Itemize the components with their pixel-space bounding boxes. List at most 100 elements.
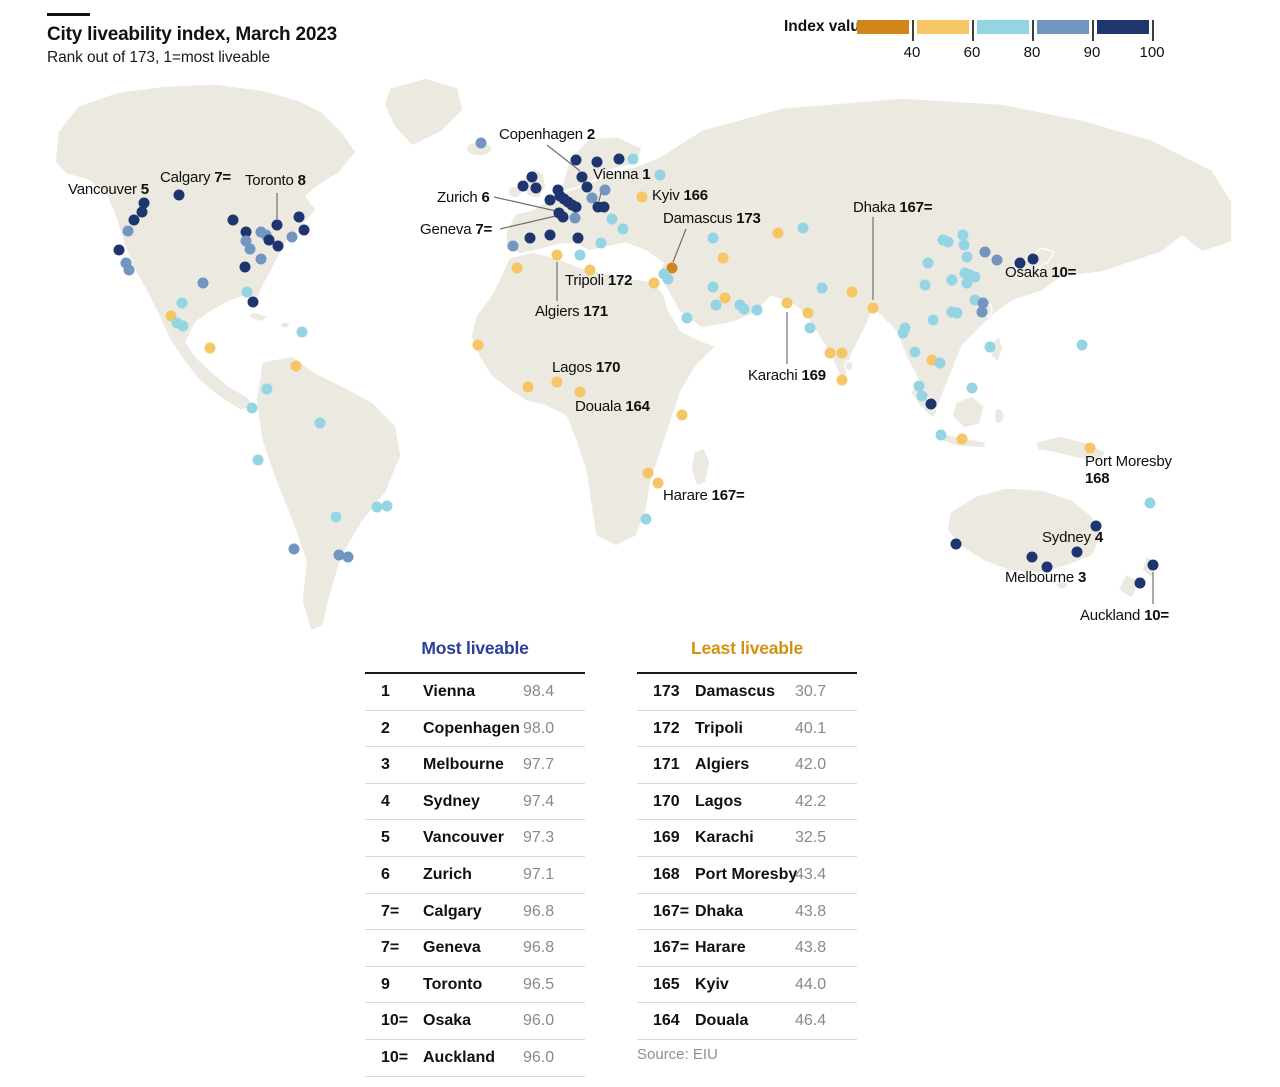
legend-tick-label: 100 (1139, 44, 1165, 61)
map-city-label: Damascus 173 (663, 210, 761, 227)
continents (54, 77, 1233, 633)
city-dot (173, 189, 185, 201)
city-cell: Karachi (695, 829, 754, 847)
city-dot (576, 171, 588, 183)
leader-lines (276, 144, 1154, 604)
city-dot (227, 214, 239, 226)
legend-label: Index value (784, 18, 869, 35)
city-dot (909, 346, 921, 358)
rank-cell: 164 (653, 1012, 680, 1030)
map-labels: Vancouver 5 Calgary 7= Toronto 8 Copenhagen… (68, 126, 1172, 624)
map-city-rank: 173 (736, 210, 761, 227)
map-city-label: Geneva 7= (420, 221, 492, 238)
table-row: 167= Dhaka 43.8 (637, 894, 857, 931)
city-dot (640, 513, 652, 525)
city-dot (976, 306, 988, 318)
city-dot (648, 277, 660, 289)
table-row: 10= Osaka 96.0 (365, 1003, 585, 1040)
map-city-label: Copenhagen 2 (499, 126, 595, 143)
map-city-label: Port Moresby 168 (1085, 453, 1172, 487)
city-dot (961, 277, 973, 289)
map-city-name: Toronto (245, 172, 294, 189)
world-map: Vancouver 5 Calgary 7= Toronto 8 Copenhagen… (54, 77, 1233, 633)
map-city-name: Dhaka (853, 199, 896, 216)
map-city-label: Kyiv 166 (652, 187, 708, 204)
city-dot (927, 314, 939, 326)
map-city-rank: 164 (625, 398, 650, 415)
city-dot (942, 236, 954, 248)
city-dots (113, 137, 1159, 589)
map-city-name: Zurich (437, 189, 478, 206)
city-cell: Kyiv (695, 975, 729, 993)
city-dot (654, 169, 666, 181)
city-dot (925, 398, 937, 410)
value-cell: 43.8 (795, 902, 827, 920)
rank-cell: 168 (653, 865, 680, 883)
city-dot (1076, 339, 1088, 351)
map-city-rank: 167= (899, 199, 933, 216)
value-cell: 96.0 (523, 1048, 555, 1066)
city-dot (290, 360, 302, 372)
least-liveable-title: Least liveable (691, 638, 803, 658)
city-dot (977, 297, 989, 309)
city-dot (511, 262, 523, 274)
table-row: 173 Damascus 30.7 (637, 674, 857, 711)
map-city-label: Auckland 10= (1080, 607, 1169, 624)
rank-cell: 6 (381, 865, 390, 883)
city-dot (979, 246, 991, 258)
source-note: Source: EIU (637, 1046, 718, 1063)
legend-tick (1092, 20, 1094, 41)
leader-line (672, 228, 687, 263)
city-dot (836, 347, 848, 359)
city-dot (371, 501, 383, 513)
rank-cell: 172 (653, 719, 680, 737)
city-dot (261, 383, 273, 395)
most-liveable-rows: 1 Vienna 98.4 2 Copenhagen 98.0 3 Melbourne 97.7… (365, 672, 585, 1077)
city-dot (586, 192, 598, 204)
city-dot (966, 382, 978, 394)
city-dot (517, 180, 529, 192)
city-dot (916, 390, 928, 402)
city-dot (572, 232, 584, 244)
legend-band (857, 20, 909, 34)
map-city-name: Damascus (663, 210, 733, 227)
city-dot (717, 252, 729, 264)
rank-cell: 10= (381, 1012, 409, 1030)
legend-tick (1032, 20, 1034, 41)
value-cell: 96.8 (523, 939, 555, 957)
value-cell: 96.8 (523, 902, 555, 920)
value-cell: 32.5 (795, 829, 827, 847)
city-dot (598, 201, 610, 213)
table-row: 171 Algiers 42.0 (637, 747, 857, 784)
city-dot (472, 339, 484, 351)
city-dot (475, 137, 487, 149)
most-liveable-title: Most liveable (421, 638, 529, 658)
city-dot (570, 154, 582, 166)
value-cell: 98.4 (523, 683, 555, 700)
city-dot (271, 219, 283, 231)
city-dot (957, 229, 969, 241)
map-city-rank: 7= (475, 221, 493, 238)
map-city-label: Karachi 169 (748, 367, 826, 384)
map-city-name: Algiers (535, 303, 580, 320)
map-city-rank: 167= (711, 487, 745, 504)
legend-tick-label: 40 (903, 44, 921, 61)
rank-cell: 10= (381, 1048, 409, 1066)
rank-cell: 1 (381, 683, 390, 700)
map-city-label: Lagos 170 (552, 359, 620, 376)
rank-cell: 4 (381, 792, 390, 810)
legend-band (1097, 20, 1149, 34)
map-city-rank: 10= (1144, 607, 1169, 624)
city-dot (113, 244, 125, 256)
leader-line (546, 144, 581, 172)
table-row: 164 Douala 46.4 (637, 1003, 857, 1040)
city-dot (613, 153, 625, 165)
city-dot (252, 454, 264, 466)
city-dot (867, 302, 879, 314)
map-city-name: Vancouver (68, 181, 137, 198)
value-cell: 44.0 (795, 975, 827, 993)
city-dot (984, 341, 996, 353)
map-city-rank: 166 (683, 187, 709, 204)
city-dot (969, 271, 981, 283)
city-dot (239, 261, 251, 273)
